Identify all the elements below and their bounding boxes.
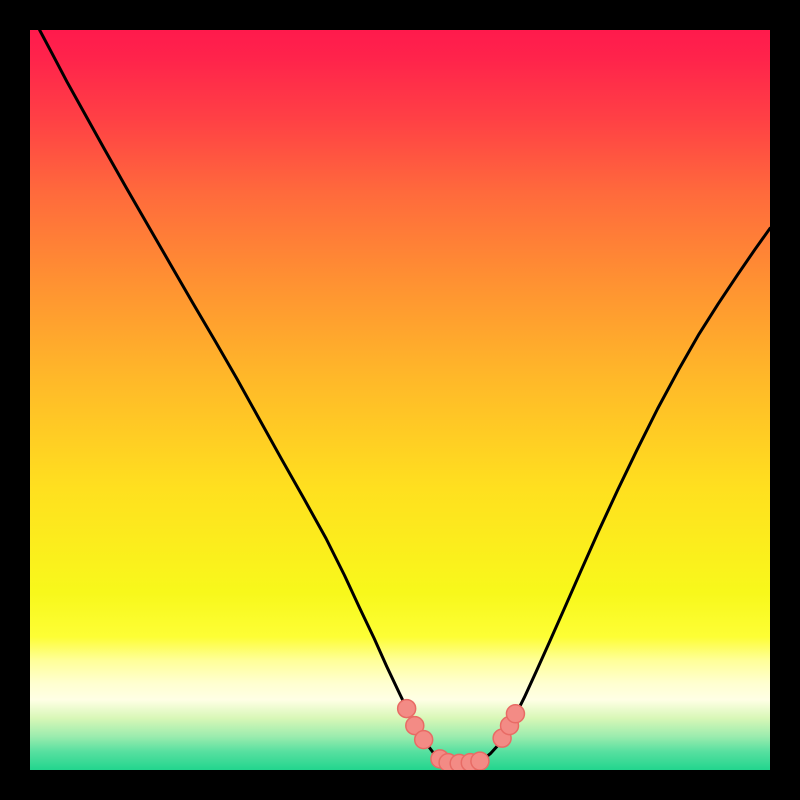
- curve-marker: [471, 752, 489, 770]
- chart-stage: TheBottleneck.com: [0, 0, 800, 800]
- watermark-text: TheBottleneck.com: [561, 6, 782, 34]
- bottleneck-curve: [40, 30, 770, 763]
- curve-marker: [415, 731, 433, 749]
- curve-marker: [506, 705, 524, 723]
- chart-svg-layer: [0, 0, 800, 800]
- curve-marker: [398, 700, 416, 718]
